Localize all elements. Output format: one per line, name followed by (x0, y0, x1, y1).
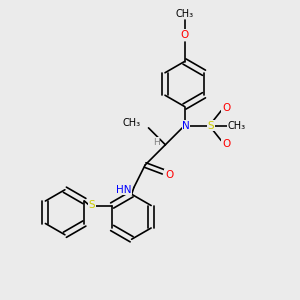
Text: S: S (88, 200, 95, 210)
Text: H: H (153, 138, 160, 147)
Text: O: O (222, 103, 230, 112)
Text: CH₃: CH₃ (227, 121, 245, 130)
Text: CH₃: CH₃ (123, 118, 141, 128)
Text: O: O (222, 139, 230, 148)
Text: CH₃: CH₃ (176, 9, 194, 19)
Text: S: S (207, 121, 214, 130)
Text: HN: HN (116, 185, 131, 195)
Text: O: O (180, 30, 189, 40)
Text: N: N (182, 121, 190, 130)
Text: O: O (165, 170, 173, 180)
